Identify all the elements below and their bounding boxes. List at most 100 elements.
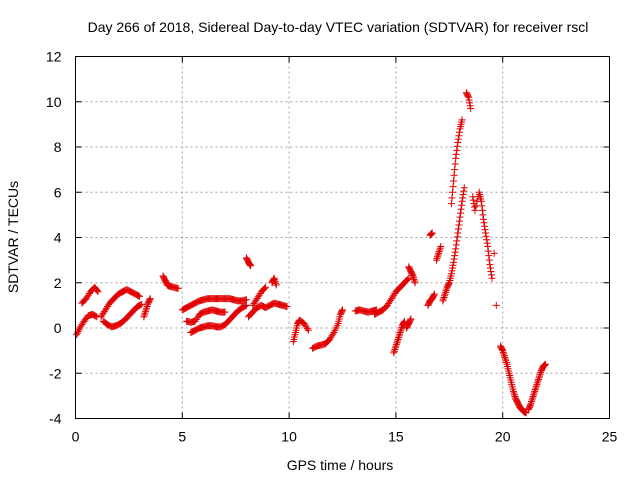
data-point-marker xyxy=(437,243,445,251)
data-point-marker xyxy=(478,202,486,210)
data-point-marker xyxy=(339,306,346,314)
data-point-marker xyxy=(450,171,458,179)
data-point-marker xyxy=(141,309,149,317)
data-point-marker xyxy=(138,300,146,308)
data-point-marker xyxy=(472,202,480,210)
data-point-marker xyxy=(487,271,495,279)
data-point-marker xyxy=(500,350,508,358)
data-point-marker xyxy=(451,248,459,256)
data-point-marker xyxy=(501,355,509,363)
data-point-marker xyxy=(533,381,541,389)
data-point-marker xyxy=(272,281,280,289)
data-point-marker xyxy=(499,347,507,355)
data-point-marker xyxy=(396,330,404,338)
data-point-marker xyxy=(528,396,536,404)
data-point-marker xyxy=(392,342,400,350)
data-point-marker xyxy=(435,249,443,257)
data-point-marker xyxy=(262,283,270,291)
data-point-marker xyxy=(501,353,509,361)
data-point-marker xyxy=(456,213,464,221)
data-point-marker xyxy=(536,372,544,380)
data-point-marker xyxy=(469,196,477,204)
data-point-marker xyxy=(471,206,479,214)
data-point-marker xyxy=(136,292,144,300)
data-point-marker xyxy=(485,252,493,260)
data-point-marker xyxy=(427,230,435,238)
data-point-marker xyxy=(450,177,458,185)
data-point-marker xyxy=(261,284,269,292)
data-point-marker xyxy=(458,197,466,205)
data-point-marker xyxy=(529,392,537,400)
data-point-marker xyxy=(391,344,399,352)
data-point-marker xyxy=(448,194,456,202)
data-point-marker xyxy=(392,340,400,348)
data-point-marker xyxy=(528,398,536,406)
data-point-marker xyxy=(410,275,418,283)
data-point-marker xyxy=(449,183,457,191)
data-point-marker xyxy=(484,243,492,251)
data-point-marker xyxy=(532,384,540,392)
data-point-marker xyxy=(409,272,417,280)
data-point-marker xyxy=(451,166,459,174)
x-tick-label: 5 xyxy=(178,429,186,445)
data-point-marker xyxy=(411,279,419,287)
data-point-marker xyxy=(430,290,438,298)
data-point-marker xyxy=(453,142,461,150)
data-point-marker xyxy=(442,288,450,296)
data-point-marker xyxy=(450,258,458,266)
data-points xyxy=(73,89,549,417)
data-point-marker xyxy=(454,135,462,143)
data-point-marker xyxy=(92,312,100,320)
data-point-marker xyxy=(454,138,462,146)
data-point-marker xyxy=(481,222,489,230)
data-point-marker xyxy=(140,313,148,321)
y-tick-label: 2 xyxy=(54,275,62,291)
data-point-marker xyxy=(142,306,150,314)
data-point-marker xyxy=(143,304,151,312)
data-point-marker xyxy=(397,325,405,333)
data-point-marker xyxy=(452,245,460,253)
data-point-marker xyxy=(271,278,279,286)
data-point-marker xyxy=(391,345,399,353)
data-point-marker xyxy=(395,334,403,342)
data-point-marker xyxy=(440,292,448,300)
data-point-marker xyxy=(428,230,436,238)
data-point-marker xyxy=(455,128,463,136)
data-point-marker xyxy=(534,375,542,383)
data-point-marker xyxy=(486,261,494,269)
data-point-marker xyxy=(141,308,149,316)
x-tick-label: 10 xyxy=(281,429,297,445)
data-point-marker xyxy=(246,260,254,268)
data-point-marker xyxy=(395,332,403,340)
x-tick-label: 15 xyxy=(388,429,404,445)
data-point-marker xyxy=(436,244,444,252)
x-tick-label: 25 xyxy=(602,429,618,445)
data-point-marker xyxy=(329,330,337,338)
data-point-marker xyxy=(490,249,498,257)
data-point-marker xyxy=(452,154,460,162)
data-point-marker xyxy=(502,357,510,365)
data-point-marker xyxy=(531,387,539,395)
data-point-marker xyxy=(454,229,462,237)
data-point-marker xyxy=(283,303,291,311)
data-point-marker xyxy=(271,276,279,284)
data-point-marker xyxy=(135,292,143,300)
data-point-marker xyxy=(488,274,496,282)
data-point-marker xyxy=(174,284,182,292)
data-point-marker xyxy=(492,301,500,309)
x-tick-labels: 0 5 10 15 20 25 xyxy=(72,429,618,445)
y-axis-label: SDTVAR / TECUs xyxy=(5,181,21,293)
x-axis-label: GPS time / hours xyxy=(287,457,394,473)
data-point-marker xyxy=(532,382,540,390)
data-point-marker xyxy=(541,360,549,368)
data-point-marker xyxy=(428,229,436,237)
data-point-marker xyxy=(221,308,229,316)
data-point-marker xyxy=(410,274,418,282)
data-point-marker xyxy=(460,184,468,192)
data-point-marker xyxy=(453,237,461,245)
data-point-marker xyxy=(246,261,254,269)
data-point-marker xyxy=(533,379,541,387)
data-point-marker xyxy=(500,352,508,360)
grid xyxy=(75,56,610,419)
y-tick-label: 10 xyxy=(46,94,62,110)
